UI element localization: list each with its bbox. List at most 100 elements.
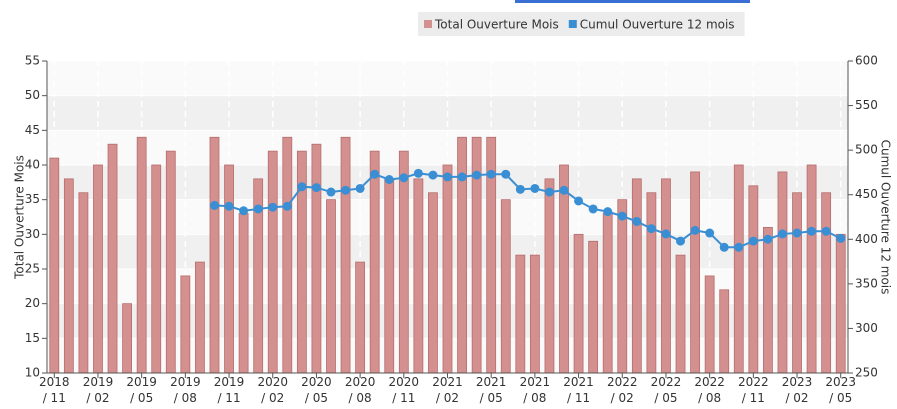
legend-label: Total Ouverture Mois [434,18,559,32]
x-tick-label: 2019 / 02 [82,375,114,405]
line-point [486,169,496,179]
top-strip [515,0,750,3]
bar [617,199,628,374]
bar [763,226,773,374]
line-point [297,182,307,192]
x-tick-label: 2019 / 11 [213,375,245,405]
x-tick-label: 2019 / 08 [170,375,201,405]
bar [413,178,424,374]
y-tick-label: 20 [25,296,40,310]
legend-swatch [424,20,432,28]
bar [384,178,395,374]
bar [282,136,293,374]
y-tick-label: 35 [25,192,40,206]
bar [151,164,162,374]
bar [122,303,132,374]
bar [238,213,249,374]
x-tick-label: 2020 / 02 [257,375,288,405]
y2-tick-label: 600 [855,54,878,68]
line-point [792,228,802,238]
x-tick-label: 2020 / 11 [388,375,420,405]
line-point [472,170,482,180]
line-point [559,185,569,195]
bar [719,289,730,374]
line-point [734,242,744,252]
y2-tick-label: 450 [855,187,878,201]
bar [500,199,511,374]
bar [733,164,744,374]
y-tick-label: 50 [25,88,40,102]
bar [821,192,832,374]
bar [224,164,234,374]
x-tick-label: 2020 / 05 [301,375,332,405]
bar [602,213,613,374]
bar [63,178,74,374]
bar [326,199,336,374]
line-point [763,234,773,244]
line-point [617,211,627,221]
bar [748,185,759,374]
bar [806,164,817,374]
bar [442,164,453,374]
line-point [719,242,729,252]
line-point [224,201,234,211]
line-point [821,226,831,236]
line-point [530,183,540,193]
bar [690,171,700,374]
line-point [253,204,263,214]
x-tick-label: 2022 / 11 [738,375,769,405]
y-tick-label: 10 [25,366,40,380]
line-point [326,187,336,197]
line-point [268,202,278,212]
line-point [588,204,598,214]
line-point [341,185,351,195]
bar [398,150,409,374]
y-tick-label: 55 [25,54,40,68]
line-point [501,169,511,179]
line-point [209,200,219,210]
line-point [661,229,671,239]
line-point [370,169,380,179]
y2-tick-label: 550 [855,98,878,112]
line-point [384,175,394,185]
bar [311,143,322,374]
x-tick-label: 2021 / 08 [519,375,551,405]
x-tick-label: 2019 / 05 [126,375,157,405]
x-tick-label: 2022 / 05 [650,375,682,405]
line-point [574,196,584,206]
y2-axis-title: Cumul Ouverture 12 mois [879,140,893,295]
line-point [705,228,715,238]
legend-box [418,12,745,36]
x-tick-label: 2021 / 05 [475,375,507,405]
bar [675,254,686,374]
bar [573,233,584,374]
line-point [355,183,365,193]
bar [180,275,191,374]
x-tick-label: 2021 / 11 [563,375,594,405]
bar [704,275,715,374]
bar [369,150,380,374]
bar [49,157,60,374]
bar [544,178,555,374]
y-tick-label: 15 [25,331,40,345]
line-point [399,173,409,183]
bar [835,233,846,374]
legend-label: Cumul Ouverture 12 mois [580,18,735,32]
line-point [632,216,642,226]
x-tick-label: 2021 / 02 [432,375,463,405]
line-point [282,201,292,211]
y2-tick-label: 300 [855,321,878,335]
line-point [544,187,554,197]
bar [529,254,540,374]
y-tick-label: 40 [25,158,40,172]
line-point [428,170,438,180]
line-point [836,233,846,243]
bar [792,192,802,374]
line-point [239,206,249,216]
bar [515,254,526,374]
y2-tick-label: 500 [855,143,878,157]
line-point [603,207,613,217]
bar [93,164,103,374]
x-tick-label: 2022 / 08 [694,375,725,405]
line-point [413,168,423,178]
